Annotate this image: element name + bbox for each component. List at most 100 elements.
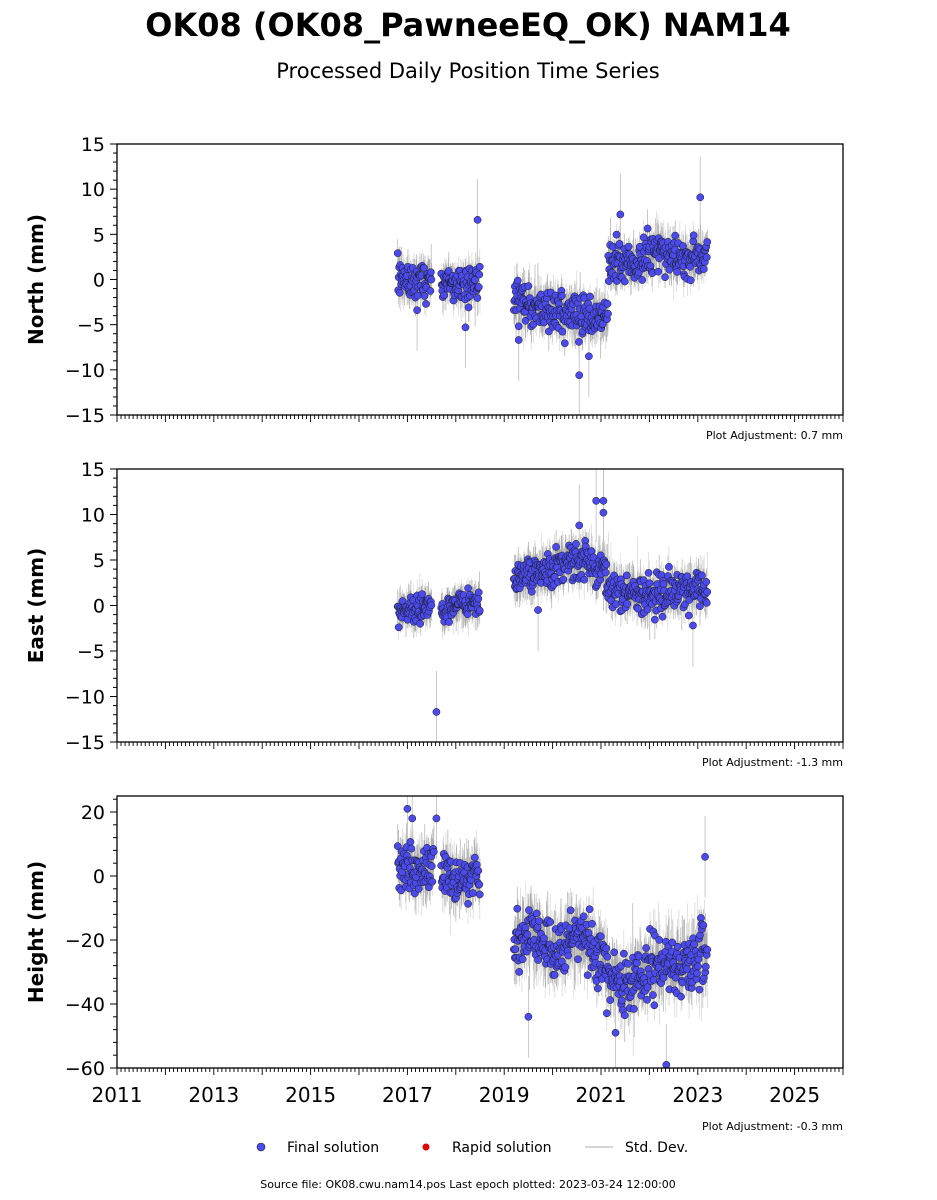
east-data-point	[645, 579, 654, 588]
east-outlier-point	[432, 708, 441, 716]
north-outlier-point	[413, 306, 421, 315]
north-data-point	[699, 265, 708, 273]
east-y-tick-label: 15	[81, 459, 105, 481]
north-data-point	[604, 309, 612, 318]
north-data-point	[464, 303, 473, 312]
east-data-point	[665, 563, 673, 571]
north-y-tick-label: −15	[65, 405, 105, 427]
east-outlier-point	[592, 497, 601, 505]
north-data-point	[427, 275, 436, 284]
north-data-point	[558, 291, 566, 300]
east-outlier-point	[689, 621, 697, 630]
north-data-point	[427, 268, 435, 277]
east-data-point	[474, 588, 483, 597]
north-outlier-point	[696, 193, 705, 202]
east-points	[393, 497, 712, 716]
east-data-point	[659, 580, 668, 588]
east-data-point	[394, 623, 403, 632]
north-data-point	[473, 294, 482, 302]
north-data-point	[686, 276, 695, 285]
north-data-point	[558, 327, 567, 336]
east-data-point	[623, 599, 632, 608]
east-data-point	[527, 587, 536, 596]
height-points	[393, 804, 712, 1069]
north-data-point	[679, 242, 687, 250]
north-data-point	[513, 276, 522, 285]
height-data-point	[406, 838, 415, 846]
east-plot-adjustment: Plot Adjustment: -1.3 mm	[702, 756, 843, 769]
east-data-point	[696, 602, 704, 611]
height-data-point	[427, 862, 436, 870]
east-data-point	[464, 584, 472, 593]
north-data-point	[426, 287, 435, 295]
north-y-tick-label: 10	[81, 179, 105, 201]
north-data-point	[643, 224, 652, 233]
north-data-point	[395, 288, 404, 297]
east-panel: −15 −10 −5 0 5 10 15 East (mm) Plot Adjustment…	[24, 459, 844, 769]
north-y-tick-label: −10	[65, 360, 105, 382]
north-data-point	[624, 242, 633, 251]
north-data-point	[440, 291, 449, 300]
north-data-point	[612, 230, 621, 239]
chart-subtitle: Processed Daily Position Time Series	[276, 59, 660, 83]
east-y-tick-label: −5	[77, 641, 105, 663]
height-data-point	[429, 847, 438, 856]
east-data-point	[684, 611, 693, 620]
north-data-point	[474, 283, 483, 291]
north-data-point	[420, 264, 428, 272]
east-data-point	[559, 575, 568, 584]
north-data-point	[689, 231, 698, 240]
east-y-tick-label: 0	[93, 596, 105, 618]
east-data-point	[587, 547, 596, 555]
east-data-point	[601, 568, 610, 577]
north-data-point	[673, 268, 682, 276]
north-data-point	[422, 300, 430, 308]
height-error-bars	[397, 796, 708, 1068]
north-data-point	[702, 253, 711, 262]
east-data-point	[445, 618, 453, 626]
east-data-point	[650, 615, 659, 624]
east-data-point	[643, 605, 652, 614]
east-ticks: −15 −10 −5 0 5 10 15	[65, 459, 844, 754]
north-data-point	[661, 273, 669, 282]
east-data-point	[634, 604, 642, 613]
north-axis-label: North (mm)	[24, 214, 48, 345]
east-outlier-point	[534, 606, 542, 614]
north-data-point	[620, 277, 629, 286]
north-data-point	[586, 292, 594, 301]
north-outlier-point	[514, 336, 523, 344]
east-y-tick-label: 5	[93, 550, 105, 572]
north-y-tick-label: −5	[77, 315, 105, 337]
north-data-point	[654, 267, 663, 276]
east-data-point	[589, 553, 598, 562]
north-data-point	[420, 292, 429, 300]
north-data-point	[703, 238, 712, 246]
north-data-point	[638, 276, 647, 284]
north-y-tick-label: 0	[93, 270, 105, 292]
north-data-point	[393, 249, 402, 258]
east-data-point	[602, 560, 611, 569]
east-axis-label: East (mm)	[24, 548, 48, 664]
east-y-tick-label: −15	[65, 732, 105, 754]
north-y-tick-label: 15	[81, 134, 105, 156]
east-data-point	[572, 540, 580, 548]
north-data-point	[444, 267, 453, 275]
east-data-point	[702, 577, 711, 586]
height-data-point	[407, 844, 416, 853]
north-data-point	[475, 270, 484, 279]
east-data-point	[416, 619, 424, 628]
north-outlier-point	[575, 371, 584, 380]
east-data-point	[552, 543, 560, 551]
north-outlier-point	[461, 323, 470, 332]
east-data-point	[698, 571, 706, 580]
east-data-point	[475, 606, 484, 615]
north-outlier-point	[616, 210, 625, 219]
east-y-tick-label: −10	[65, 687, 105, 709]
north-data-point	[686, 262, 695, 271]
north-panel: −15 −10 −5 0 5 10 15 North (mm) Plot Adjustmen…	[24, 134, 844, 442]
east-data-point	[463, 610, 472, 619]
north-outlier-point	[473, 216, 482, 224]
height-data-point	[393, 842, 402, 851]
chart-title: OK08 (OK08_PawneeEQ_OK) NAM14	[145, 6, 791, 44]
